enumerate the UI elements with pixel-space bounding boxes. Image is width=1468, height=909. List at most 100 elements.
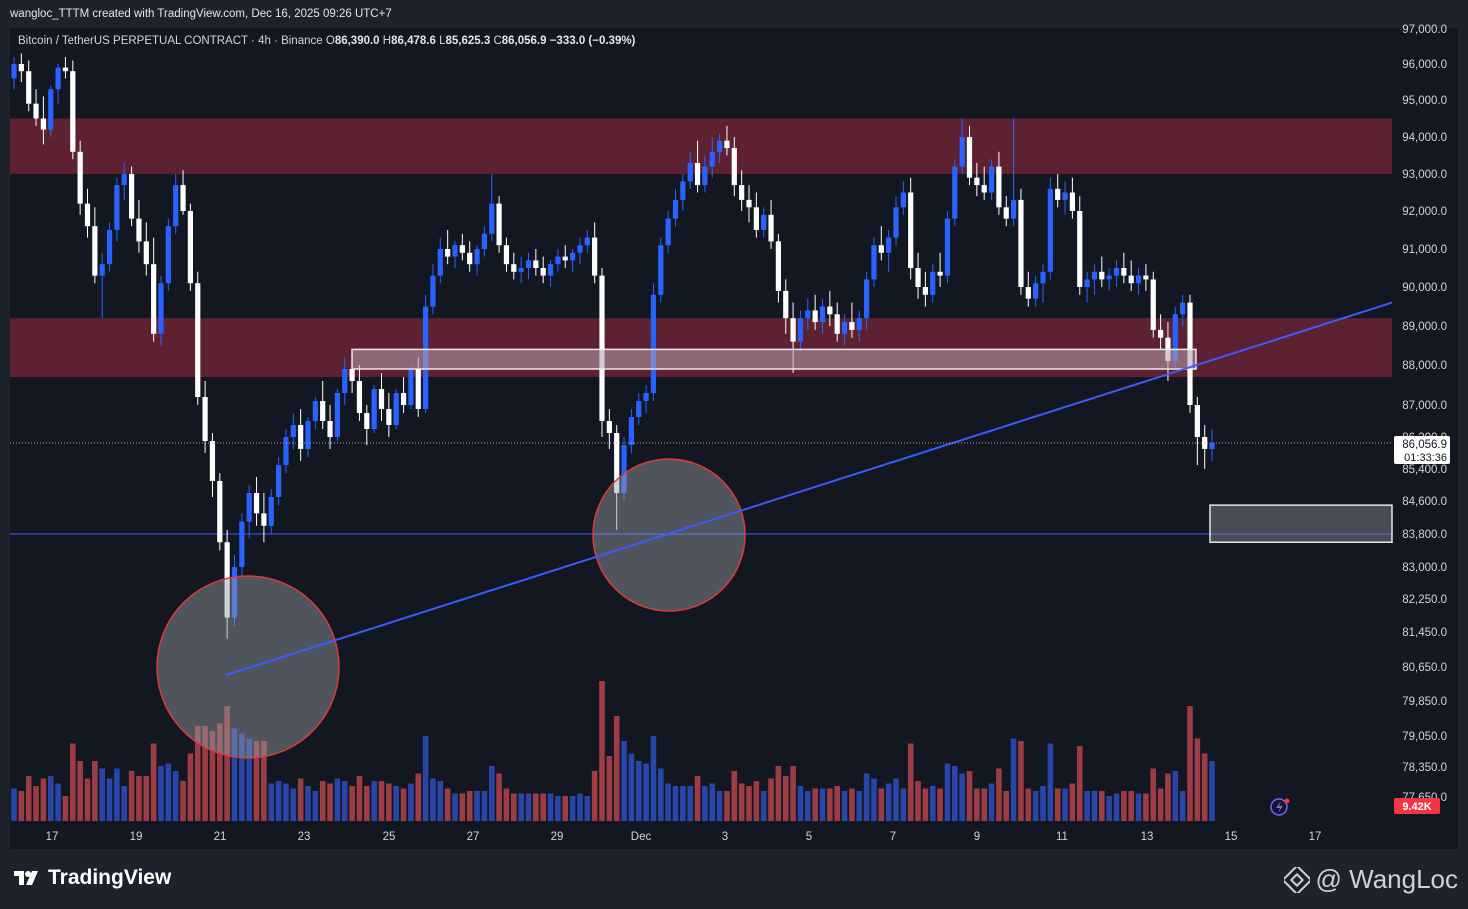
price-tick-label: 84,600.0 [1402,496,1447,508]
candle [334,389,340,441]
candle [467,241,473,272]
candle [62,57,69,79]
last-price-tag-bg [1394,436,1450,464]
candle-body [540,268,546,276]
watermark-label: @ WangLoc [1315,864,1459,894]
volume-bar [937,788,943,821]
candle-body [599,275,605,421]
volume-bar [834,786,840,821]
candle-body [1040,271,1046,284]
candle [106,222,113,272]
candle-body [1143,275,1149,280]
time-axis-pane[interactable] [10,823,1458,849]
volume-bar [1201,753,1208,821]
time-tick-label: 3 [722,831,728,843]
volume-bar [1194,738,1201,821]
volume-bar [900,788,907,821]
volume-bar [885,783,892,821]
candle [878,226,884,261]
price-tick-label: 80,650.0 [1402,662,1447,674]
candle-body [1069,192,1075,211]
candle [393,389,399,429]
volume-bar [974,788,980,821]
volume-bar [797,786,804,821]
candle-body [1062,192,1068,200]
candle [239,513,245,576]
volume-bar [239,733,245,821]
volume-bar [1069,783,1076,821]
volume-bar [849,788,855,821]
candle-body [812,310,818,323]
price-axis[interactable]: 97,000.0 96,000.0 95,000.0 94,000.0 93,000.0… [1394,24,1450,814]
volume-bar [643,763,649,821]
candle-body [1180,302,1186,315]
volume-bar [47,776,54,821]
candle-body [614,433,620,493]
volume-bar [687,786,693,821]
price-tick-label: 96,000.0 [1402,59,1447,71]
candle [55,64,61,104]
candle [694,140,701,193]
candle [768,199,774,249]
trendline[interactable] [225,301,1393,677]
symbol-name[interactable]: Bitcoin / TetherUS PERPETUAL CONTRACT · … [18,35,323,47]
candle-body [900,192,906,208]
lightning-icon[interactable] [1270,798,1290,816]
candle-body [562,256,568,261]
candle [864,271,870,330]
candle-body [606,421,612,433]
volume-bar [180,781,186,821]
candle [761,207,767,238]
candle [1069,177,1075,219]
volume-bar [996,768,1002,821]
time-axis[interactable]: 17 19 21 23 25 27 29 Dec 3 5 7 9 11 13 15 17 [46,831,1322,843]
candle-body [886,237,892,253]
last-price-tag[interactable]: 86,056.901:33:36 [1394,436,1450,464]
price-axis-pane[interactable] [1392,28,1458,823]
highlight-circle-right[interactable] [592,458,746,612]
volume-bar [511,793,517,821]
volume-bar [724,791,730,821]
candle-body [305,421,311,449]
candle [489,174,495,242]
candle [525,252,532,280]
volume-bar [356,776,363,821]
candle [283,429,289,473]
volume-bar [533,793,539,821]
volume-bar [25,776,32,821]
candle [606,409,612,449]
candle-body [40,118,46,130]
candle-body [739,185,745,200]
price-tick-label: 78,350.0 [1402,762,1447,774]
volume-bar [231,728,238,821]
volume-bar [613,716,620,821]
volume-bar [1106,796,1112,821]
volume-bar [106,778,113,821]
candle-body [151,264,157,334]
candle-body [775,241,781,291]
candle [783,279,789,334]
candle [746,185,752,223]
highlight-box-mid[interactable] [351,348,1197,370]
candle [114,177,120,242]
candle [261,493,267,543]
candle [70,60,76,160]
time-tick-label: 17 [1309,831,1322,843]
candle-body [136,218,142,242]
candle-body [217,481,223,543]
candle-body [246,493,252,522]
candle-body [276,465,282,497]
volume-bar [194,726,201,821]
candle-body [334,393,340,437]
highlight-circle-left[interactable] [156,575,340,759]
time-tick-label: 9 [974,831,980,843]
volume-bar [77,761,83,821]
price-tick-label: 91,000.0 [1402,244,1447,256]
volume-bar [114,768,120,821]
tradingview-brand[interactable]: TradingView [12,866,171,890]
volume-badge-value: 9.42K [1402,801,1431,813]
candle-body [371,389,377,429]
candle [246,485,252,539]
highlight-box-target[interactable] [1209,504,1393,543]
